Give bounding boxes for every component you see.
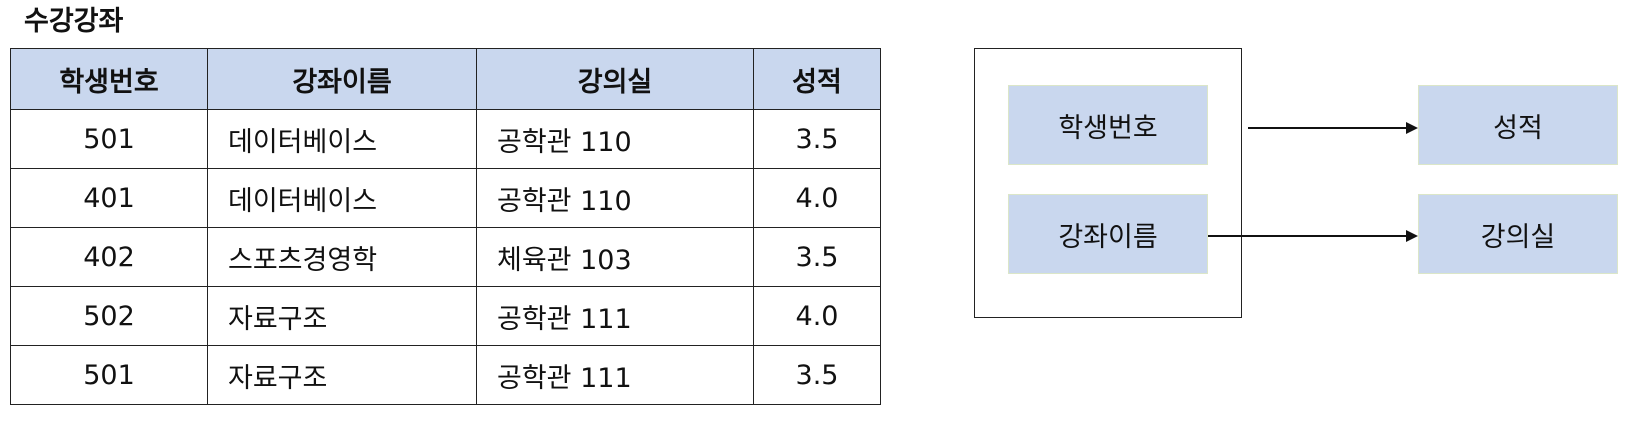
table-header-row: 학생번호 강좌이름 강의실 성적 (10, 48, 881, 110)
cell-student-id: 501 (10, 109, 208, 169)
cell-course-name: 스포츠경영학 (207, 227, 477, 287)
cell-classroom: 공학관 110 (476, 168, 754, 228)
cell-grade: 4.0 (753, 286, 881, 346)
column-header-course-name: 강좌이름 (207, 48, 477, 110)
cell-grade: 3.5 (753, 345, 881, 405)
attribute-course-name: 강좌이름 (1008, 194, 1208, 274)
table-row: 401 데이터베이스 공학관 110 4.0 (10, 168, 881, 228)
cell-grade: 3.5 (753, 109, 881, 169)
table-row: 402 스포츠경영학 체육관 103 3.5 (10, 227, 881, 287)
cell-student-id: 402 (10, 227, 208, 287)
cell-classroom: 공학관 110 (476, 109, 754, 169)
cell-grade: 3.5 (753, 227, 881, 287)
column-header-student-id: 학생번호 (10, 48, 208, 110)
cell-student-id: 401 (10, 168, 208, 228)
cell-course-name: 자료구조 (207, 345, 477, 405)
cell-classroom: 공학관 111 (476, 286, 754, 346)
cell-classroom: 공학관 111 (476, 345, 754, 405)
enrollment-table: 학생번호 강좌이름 강의실 성적 501 데이터베이스 공학관 110 3.5 … (10, 48, 881, 405)
attribute-classroom: 강의실 (1418, 194, 1618, 274)
cell-student-id: 502 (10, 286, 208, 346)
column-header-grade: 성적 (753, 48, 881, 110)
cell-grade: 4.0 (753, 168, 881, 228)
table-title: 수강강좌 (24, 6, 124, 37)
table-row: 501 자료구조 공학관 111 3.5 (10, 345, 881, 405)
cell-course-name: 데이터베이스 (207, 109, 477, 169)
table-row: 502 자료구조 공학관 111 4.0 (10, 286, 881, 346)
cell-course-name: 자료구조 (207, 286, 477, 346)
table-row: 501 데이터베이스 공학관 110 3.5 (10, 109, 881, 169)
attribute-student-id: 학생번호 (1008, 85, 1208, 165)
cell-classroom: 체육관 103 (476, 227, 754, 287)
cell-student-id: 501 (10, 345, 208, 405)
cell-course-name: 데이터베이스 (207, 168, 477, 228)
attribute-grade: 성적 (1418, 85, 1618, 165)
column-header-classroom: 강의실 (476, 48, 754, 110)
